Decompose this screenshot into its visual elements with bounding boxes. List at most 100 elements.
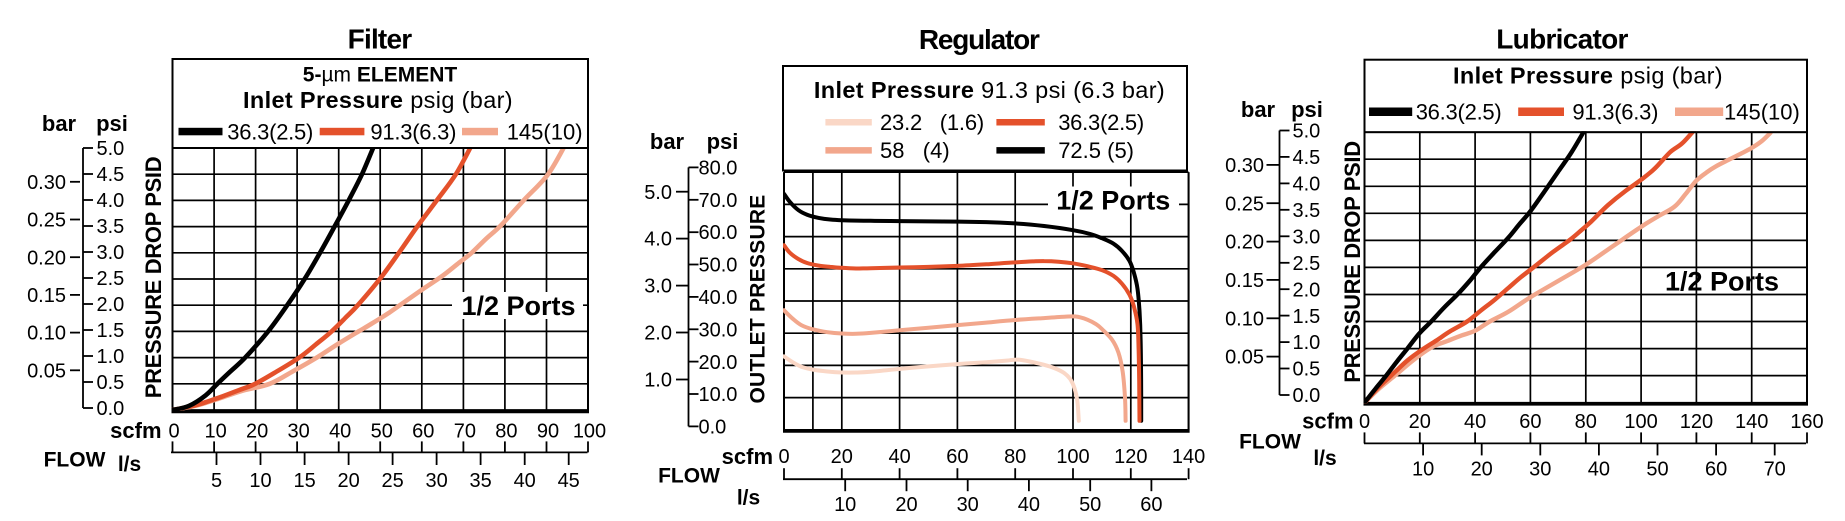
- svg-text:30: 30: [957, 494, 979, 516]
- svg-text:10: 10: [834, 494, 856, 516]
- svg-text:160: 160: [1790, 411, 1823, 433]
- svg-text:1/2 Ports: 1/2 Ports: [1665, 267, 1779, 297]
- svg-text:psi: psi: [1291, 97, 1323, 122]
- svg-text:4.0: 4.0: [1293, 174, 1321, 196]
- svg-text:0.10: 0.10: [1225, 308, 1264, 330]
- svg-text:60: 60: [946, 446, 968, 468]
- svg-text:60: 60: [1140, 494, 1162, 516]
- svg-text:145(10): 145(10): [507, 119, 583, 144]
- svg-text:PRESSURE DROP PSID: PRESSURE DROP PSID: [141, 157, 166, 398]
- svg-text:0.25: 0.25: [1225, 193, 1264, 215]
- svg-text:0.5: 0.5: [1293, 359, 1321, 381]
- svg-text:1/2 Ports: 1/2 Ports: [461, 291, 575, 321]
- svg-text:58 (4): 58 (4): [880, 138, 950, 163]
- svg-text:15: 15: [293, 470, 315, 492]
- svg-text:40: 40: [514, 470, 536, 492]
- svg-text:70.0: 70.0: [699, 190, 738, 212]
- svg-text:bar: bar: [42, 111, 77, 136]
- svg-text:120: 120: [1680, 411, 1713, 433]
- svg-text:70: 70: [1764, 458, 1786, 480]
- svg-text:2.5: 2.5: [1293, 253, 1321, 275]
- svg-text:3.5: 3.5: [1293, 200, 1321, 222]
- svg-text:1.0: 1.0: [1293, 332, 1321, 354]
- svg-text:40: 40: [888, 446, 910, 468]
- svg-text:40: 40: [329, 421, 351, 443]
- svg-text:OUTLET PRESSURE: OUTLET PRESSURE: [747, 194, 770, 403]
- svg-text:Regulator: Regulator: [919, 24, 1040, 55]
- svg-text:5.0: 5.0: [644, 182, 672, 204]
- svg-text:FLOW: FLOW: [1239, 431, 1301, 454]
- svg-text:0: 0: [1359, 411, 1370, 433]
- svg-text:Filter: Filter: [348, 24, 413, 55]
- svg-text:91.3(6.3): 91.3(6.3): [370, 119, 456, 144]
- svg-text:3.5: 3.5: [97, 216, 125, 238]
- svg-text:50: 50: [1646, 458, 1668, 480]
- svg-text:50: 50: [371, 421, 393, 443]
- svg-text:l/s: l/s: [118, 453, 141, 476]
- svg-text:40: 40: [1018, 494, 1040, 516]
- svg-text:80: 80: [495, 421, 517, 443]
- svg-text:Inlet Pressure psig (bar): Inlet Pressure psig (bar): [1453, 62, 1723, 88]
- svg-text:10: 10: [249, 470, 271, 492]
- svg-text:0.05: 0.05: [27, 360, 66, 382]
- svg-text:scfm: scfm: [1302, 409, 1353, 434]
- svg-text:scfm: scfm: [722, 444, 773, 469]
- svg-text:35: 35: [469, 470, 491, 492]
- svg-text:0.0: 0.0: [97, 398, 125, 420]
- svg-text:0.5: 0.5: [97, 372, 125, 394]
- svg-text:50.0: 50.0: [699, 255, 738, 277]
- svg-text:2.5: 2.5: [97, 268, 125, 290]
- svg-text:20.0: 20.0: [699, 352, 738, 374]
- svg-text:100: 100: [1624, 411, 1657, 433]
- svg-text:60.0: 60.0: [699, 222, 738, 244]
- svg-text:90: 90: [537, 421, 559, 443]
- svg-text:5-µm ELEMENT: 5-µm ELEMENT: [303, 63, 458, 86]
- svg-text:bar: bar: [650, 129, 685, 154]
- svg-text:5.0: 5.0: [1293, 121, 1321, 143]
- svg-text:60: 60: [1705, 458, 1727, 480]
- svg-text:4.0: 4.0: [97, 190, 125, 212]
- svg-text:0.15: 0.15: [27, 285, 66, 307]
- svg-text:0.0: 0.0: [699, 417, 727, 439]
- svg-text:0.15: 0.15: [1225, 270, 1264, 292]
- svg-text:1.5: 1.5: [1293, 306, 1321, 328]
- svg-text:0.05: 0.05: [1225, 347, 1264, 369]
- svg-text:5.0: 5.0: [97, 138, 125, 160]
- svg-text:bar: bar: [1241, 97, 1276, 122]
- svg-text:Lubricator: Lubricator: [1496, 24, 1628, 55]
- svg-text:120: 120: [1114, 446, 1147, 468]
- svg-text:psi: psi: [96, 111, 128, 136]
- svg-text:scfm: scfm: [110, 418, 161, 443]
- svg-text:25: 25: [381, 470, 403, 492]
- svg-text:0.30: 0.30: [1225, 155, 1264, 177]
- svg-text:36.3(2.5): 36.3(2.5): [1416, 100, 1502, 125]
- svg-text:l/s: l/s: [1313, 447, 1336, 470]
- svg-text:1.0: 1.0: [97, 346, 125, 368]
- svg-text:20: 20: [895, 494, 917, 516]
- svg-text:60: 60: [412, 421, 434, 443]
- svg-text:80: 80: [1004, 446, 1026, 468]
- svg-text:0: 0: [778, 446, 789, 468]
- svg-text:30.0: 30.0: [699, 319, 738, 341]
- svg-text:30: 30: [287, 421, 309, 443]
- svg-text:2.0: 2.0: [1293, 279, 1321, 301]
- svg-text:1/2 Ports: 1/2 Ports: [1056, 185, 1170, 215]
- svg-text:3.0: 3.0: [97, 242, 125, 264]
- svg-text:40: 40: [1588, 458, 1610, 480]
- svg-text:140: 140: [1735, 411, 1768, 433]
- svg-text:20: 20: [831, 446, 853, 468]
- svg-text:100: 100: [1056, 446, 1089, 468]
- svg-text:30: 30: [1529, 458, 1551, 480]
- svg-text:Inlet Pressure psig (bar): Inlet Pressure psig (bar): [243, 87, 513, 113]
- svg-text:Inlet Pressure 91.3 psi (6.3 b: Inlet Pressure 91.3 psi (6.3 bar): [814, 77, 1165, 103]
- svg-text:80: 80: [1575, 411, 1597, 433]
- svg-text:140: 140: [1172, 446, 1205, 468]
- svg-text:50: 50: [1079, 494, 1101, 516]
- svg-text:2.0: 2.0: [644, 323, 672, 345]
- svg-text:0.30: 0.30: [27, 172, 66, 194]
- svg-text:91.3(6.3): 91.3(6.3): [1572, 100, 1658, 125]
- svg-text:100: 100: [573, 421, 606, 443]
- svg-text:36.3(2.5): 36.3(2.5): [227, 119, 313, 144]
- svg-text:60: 60: [1519, 411, 1541, 433]
- svg-text:PRESSURE DROP PSID: PRESSURE DROP PSID: [1340, 141, 1365, 382]
